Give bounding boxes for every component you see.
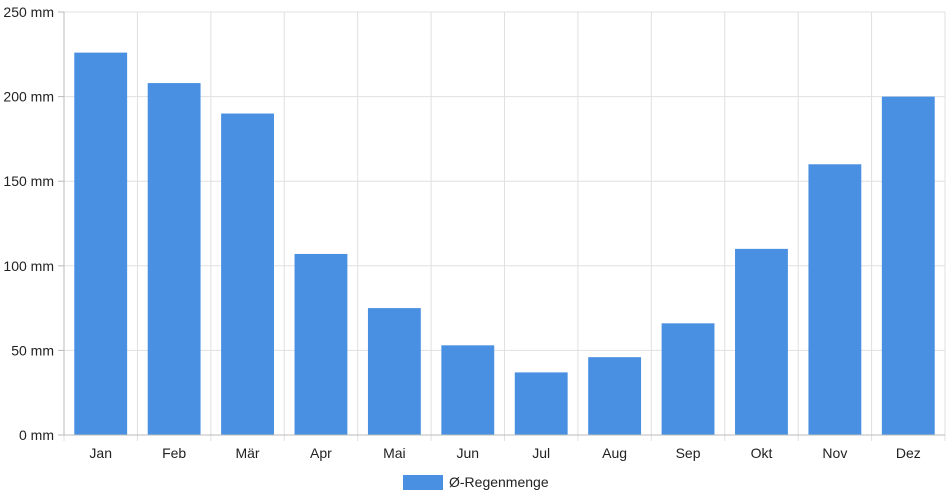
x-tick-label: Mai <box>383 445 406 461</box>
bar-jun[interactable] <box>441 345 495 435</box>
bar-mär[interactable] <box>221 113 274 436</box>
legend-swatch[interactable] <box>403 475 443 490</box>
bar-mai[interactable] <box>367 308 421 435</box>
x-tick-label: Mär <box>235 445 259 461</box>
bars-group <box>74 52 935 436</box>
x-tick-label: Feb <box>162 445 186 461</box>
y-tick-label: 50 mm <box>11 342 54 358</box>
bar-feb[interactable] <box>147 83 201 436</box>
y-tick-label: 200 mm <box>3 89 54 105</box>
x-tick-label: Dez <box>896 445 921 461</box>
x-tick-label: Jul <box>532 445 550 461</box>
x-axis-ticks: Jan Feb Mär Apr Mai Jun Jul Aug Sep Okt Nov Dez <box>89 445 920 461</box>
y-tick-label: 150 mm <box>3 173 54 189</box>
x-tick-label: Sep <box>676 445 701 461</box>
bar-sep[interactable] <box>661 323 715 435</box>
grid-lines <box>63 11 946 441</box>
y-tick-label: 250 mm <box>3 4 54 20</box>
bar-nov[interactable] <box>808 164 862 435</box>
x-tick-label: Jan <box>89 445 112 461</box>
y-axis-ticks: 0 mm 50 mm 100 mm 150 mm 200 mm 250 mm <box>3 4 64 443</box>
bar-apr[interactable] <box>294 253 348 435</box>
legend[interactable]: Ø-Regenmenge <box>403 474 549 490</box>
bar-jul[interactable] <box>514 372 568 435</box>
bar-jan[interactable] <box>74 52 128 435</box>
x-tick-label: Nov <box>822 445 847 461</box>
bar-dez[interactable] <box>881 96 935 435</box>
legend-label[interactable]: Ø-Regenmenge <box>449 474 549 490</box>
x-tick-label: Aug <box>602 445 627 461</box>
x-tick-label: Okt <box>751 445 773 461</box>
bar-aug[interactable] <box>588 357 642 435</box>
bar-okt[interactable] <box>735 248 788 435</box>
x-tick-label: Jun <box>457 445 480 461</box>
y-tick-label: 0 mm <box>19 427 54 443</box>
x-tick-label: Apr <box>310 445 332 461</box>
y-tick-label: 100 mm <box>3 258 54 274</box>
